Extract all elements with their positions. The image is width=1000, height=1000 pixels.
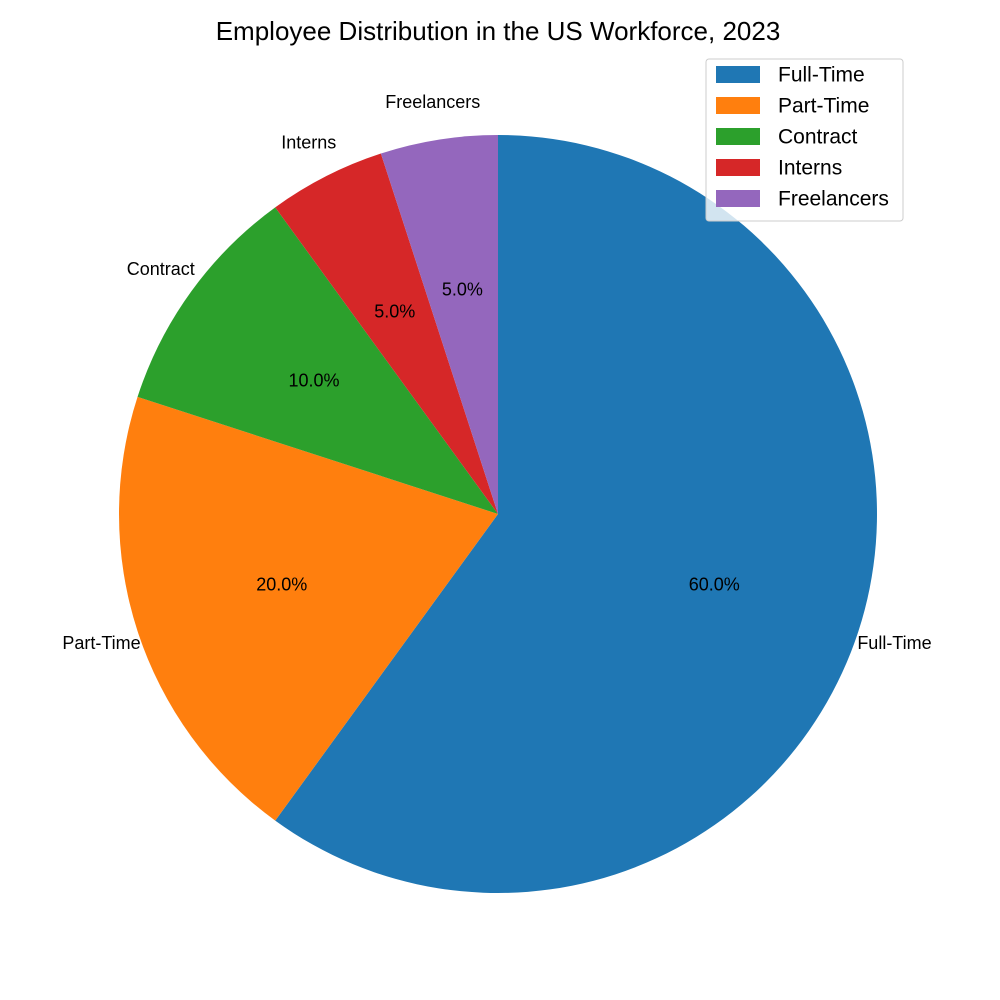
legend-label-contract: Contract — [778, 126, 858, 149]
legend-label-freelancers: Freelancers — [778, 188, 889, 211]
legend-swatch-contract — [716, 128, 760, 145]
pie-labels: Full-Time 60.0% Part-Time 20.0% Contract 10.0… — [62, 92, 931, 653]
legend-swatch-interns — [716, 159, 760, 176]
pie-slice-interns — [275, 153, 498, 515]
legend-swatch-part-time — [716, 97, 760, 114]
pie-slice-freelancers — [380, 135, 498, 514]
pie-slice-contract — [137, 207, 499, 514]
percent-label-part-time: 20.0% — [256, 574, 307, 594]
slice-label-contract: Contract — [127, 259, 195, 279]
percent-label-contract: 10.0% — [289, 370, 340, 390]
legend: Full-Time Part-Time Contract Interns Freelan… — [705, 58, 904, 222]
slice-label-interns: Interns — [281, 133, 336, 153]
legend-label-part-time: Part-Time — [778, 95, 869, 118]
pie-slices — [119, 135, 878, 893]
percent-label-freelancers: 5.0% — [442, 279, 483, 299]
legend-label-full-time: Full-Time — [778, 64, 865, 87]
percent-label-full-time: 60.0% — [689, 574, 740, 594]
slice-label-full-time: Full-Time — [857, 633, 931, 653]
pie-slice-part-time — [119, 396, 498, 821]
pie-slice-full-time — [275, 135, 878, 893]
legend-label-interns: Interns — [778, 157, 842, 180]
percent-label-interns: 5.0% — [374, 301, 415, 321]
slice-label-part-time: Part-Time — [62, 633, 140, 653]
legend-swatch-full-time — [716, 66, 760, 83]
legend-swatch-freelancers — [716, 190, 760, 207]
slice-label-freelancers: Freelancers — [385, 92, 480, 112]
chart-title: Employee Distribution in the US Workforc… — [216, 16, 781, 46]
